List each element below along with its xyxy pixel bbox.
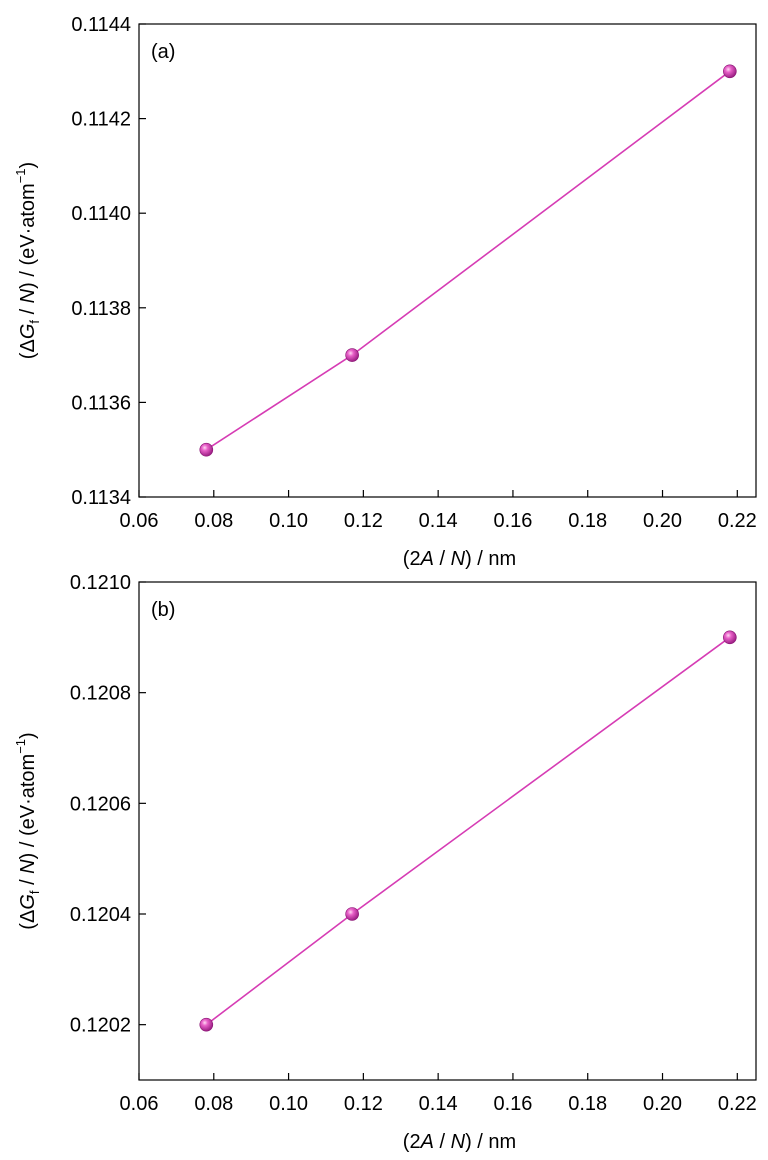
y-tick-label: 0.1206 [70, 793, 131, 815]
data-point [199, 1017, 214, 1032]
x-tick-label: 0.08 [194, 510, 233, 532]
x-tick-label: 0.12 [344, 1093, 383, 1115]
x-tick-label: 0.22 [718, 510, 757, 532]
data-point [723, 64, 737, 79]
y-tick-label: 0.1202 [70, 1015, 131, 1037]
x-tick-label: 0.14 [419, 510, 458, 532]
y-tick-label: 0.1204 [70, 904, 131, 926]
data-point [345, 907, 359, 921]
y-axis-label: (ΔGf / N) / (eV·atom−1) [13, 732, 42, 929]
panel-label: (b) [151, 599, 175, 621]
y-tick-label: 0.1144 [71, 14, 131, 36]
x-tick-label: 0.20 [643, 510, 682, 532]
y-tick-label: 0.1136 [71, 392, 131, 414]
y-tick-label: 0.1140 [71, 203, 131, 225]
data-point [723, 630, 737, 645]
plot-frame [138, 581, 757, 1081]
x-tick-label: 0.10 [269, 1093, 308, 1115]
x-tick-label: 0.12 [344, 510, 383, 532]
x-tick-label: 0.22 [718, 1093, 757, 1115]
y-tick-label: 0.1142 [71, 109, 131, 131]
x-tick-label: 0.16 [493, 1093, 532, 1115]
y-tick-label: 0.1138 [71, 298, 131, 320]
x-axis-label: (2A / N) / nm [403, 548, 516, 570]
x-tick-label: 0.20 [643, 1093, 682, 1115]
chart-panel-a: 0.06 0.08 0.10 0.12 0.14 0.16 0.18 0.20 0.22 0.11… [13, 14, 757, 570]
x-tick-label: 0.10 [269, 510, 308, 532]
data-point [199, 442, 214, 457]
x-axis: 0.06 0.08 0.10 0.12 0.14 0.16 0.18 0.20 0.22 [120, 490, 757, 532]
panel-label: (a) [151, 41, 175, 63]
x-tick-label: 0.18 [568, 1093, 607, 1115]
y-axis: 0.1134 0.1136 0.1138 0.1140 0.1142 0.1144 [71, 14, 146, 509]
x-tick-label: 0.16 [493, 510, 532, 532]
x-axis-label: (2A / N) / nm [403, 1131, 516, 1153]
x-axis: 0.06 0.08 0.10 0.12 0.14 0.16 0.18 0.20 0.22 [120, 1073, 757, 1115]
x-tick-label: 0.08 [194, 1093, 233, 1115]
data-point [345, 348, 359, 362]
x-tick-label: 0.06 [120, 1093, 159, 1115]
y-tick-label: 0.1208 [70, 683, 131, 705]
y-tick-label: 0.1134 [71, 487, 131, 509]
x-tick-label: 0.18 [568, 510, 607, 532]
x-tick-label: 0.14 [419, 1093, 458, 1115]
y-tick-label: 0.1210 [70, 572, 131, 594]
x-tick-label: 0.06 [120, 510, 159, 532]
chart-panel-b: 0.06 0.08 0.10 0.12 0.14 0.16 0.18 0.20 0.22 0.12… [13, 572, 757, 1153]
fit-line [205, 70, 731, 451]
y-axis: 0.1202 0.1204 0.1206 0.1208 0.1210 [70, 572, 146, 1037]
plot-frame [138, 23, 757, 498]
fit-line [205, 636, 731, 1026]
y-axis-label: (ΔGf / N) / (eV·atom−1) [13, 162, 42, 359]
